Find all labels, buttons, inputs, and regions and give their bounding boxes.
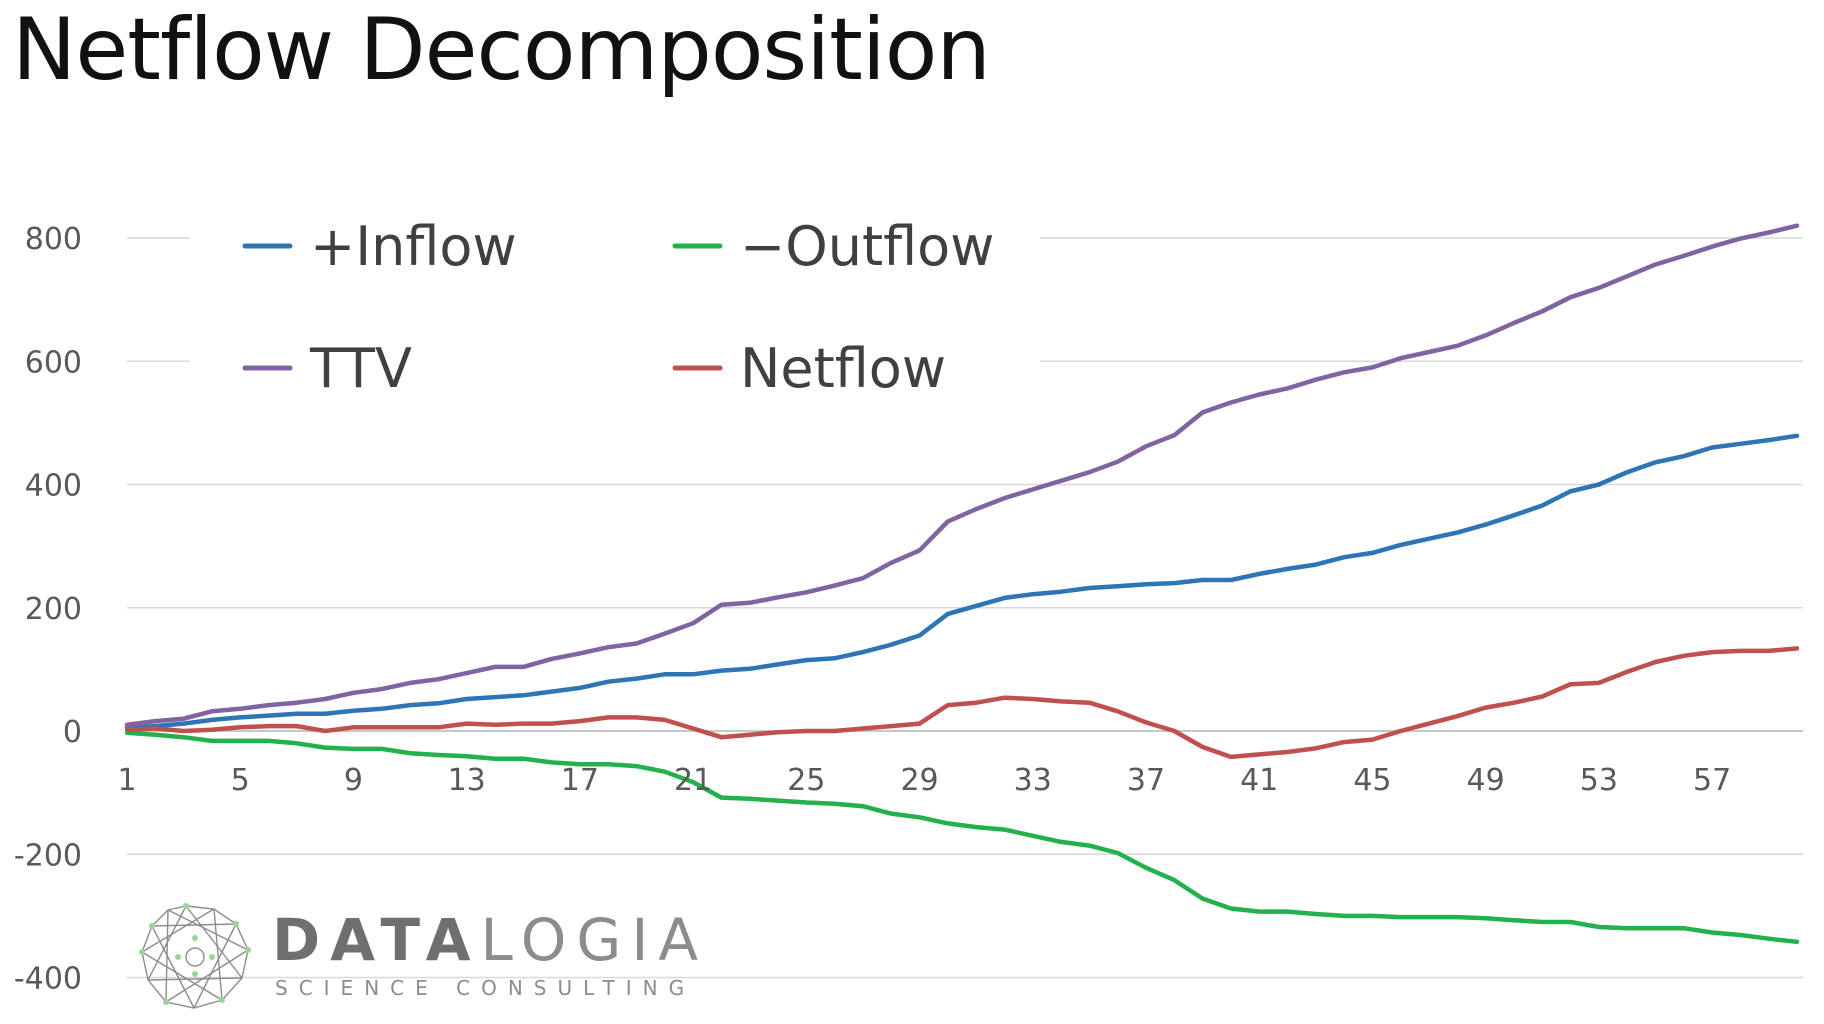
logo-wordmark: DATALOGIA xyxy=(272,906,708,974)
y-tick-label: 200 xyxy=(25,592,82,627)
legend-label: +Inflow xyxy=(310,215,517,278)
legend-item: Netflow xyxy=(672,337,946,400)
y-tick-label: -400 xyxy=(14,962,82,997)
logo-wordmark-rest: LOGIA xyxy=(480,906,709,974)
x-tick-label: 45 xyxy=(1353,763,1391,798)
y-tick-label: -200 xyxy=(14,838,82,873)
series-line xyxy=(124,223,1800,728)
logo-wordmark-bold: DATA xyxy=(272,906,481,974)
y-tick-label: 400 xyxy=(25,469,82,504)
x-tick-label: 41 xyxy=(1240,763,1278,798)
x-tick-label: 17 xyxy=(561,763,599,798)
series-line xyxy=(124,646,1800,760)
y-axis-tick-labels: 800 600 400 200 0 -200 -400 xyxy=(14,222,82,997)
x-tick-label: 33 xyxy=(1014,763,1052,798)
page-title: Netflow Decomposition xyxy=(12,0,991,100)
x-tick-label: 21 xyxy=(674,763,712,798)
y-tick-label: 800 xyxy=(25,222,82,257)
x-tick-label: 13 xyxy=(448,763,486,798)
series-line xyxy=(124,433,1800,731)
logo-tagline: SCIENCE CONSULTING xyxy=(275,976,696,1000)
x-tick-label: 49 xyxy=(1467,763,1505,798)
y-tick-label: 0 xyxy=(63,715,82,750)
legend-label: −Outflow xyxy=(740,215,994,278)
datalogia-logo-icon xyxy=(139,903,251,1009)
y-tick-label: 600 xyxy=(25,345,82,380)
x-tick-label: 9 xyxy=(344,763,363,798)
legend-label: Netflow xyxy=(740,337,946,400)
x-tick-label: 57 xyxy=(1693,763,1731,798)
legend-background xyxy=(190,178,1040,408)
legend-item: +Inflow xyxy=(242,215,517,278)
legend-label: TTV xyxy=(309,337,412,400)
legend: +Inflow −Outflow TTV Netflow xyxy=(242,215,994,400)
x-tick-label: 5 xyxy=(231,763,250,798)
x-tick-label: 1 xyxy=(117,763,136,798)
series-lines xyxy=(124,223,1800,945)
x-tick-label: 53 xyxy=(1580,763,1618,798)
x-axis-tick-labels: 1 5 9 13 17 21 25 29 33 37 41 45 49 53 57 xyxy=(117,763,1731,798)
series-line xyxy=(124,730,1800,945)
legend-item: −Outflow xyxy=(672,215,994,278)
x-tick-label: 29 xyxy=(900,763,938,798)
x-tick-label: 25 xyxy=(787,763,825,798)
legend-item: TTV xyxy=(242,337,412,400)
x-tick-label: 37 xyxy=(1127,763,1165,798)
